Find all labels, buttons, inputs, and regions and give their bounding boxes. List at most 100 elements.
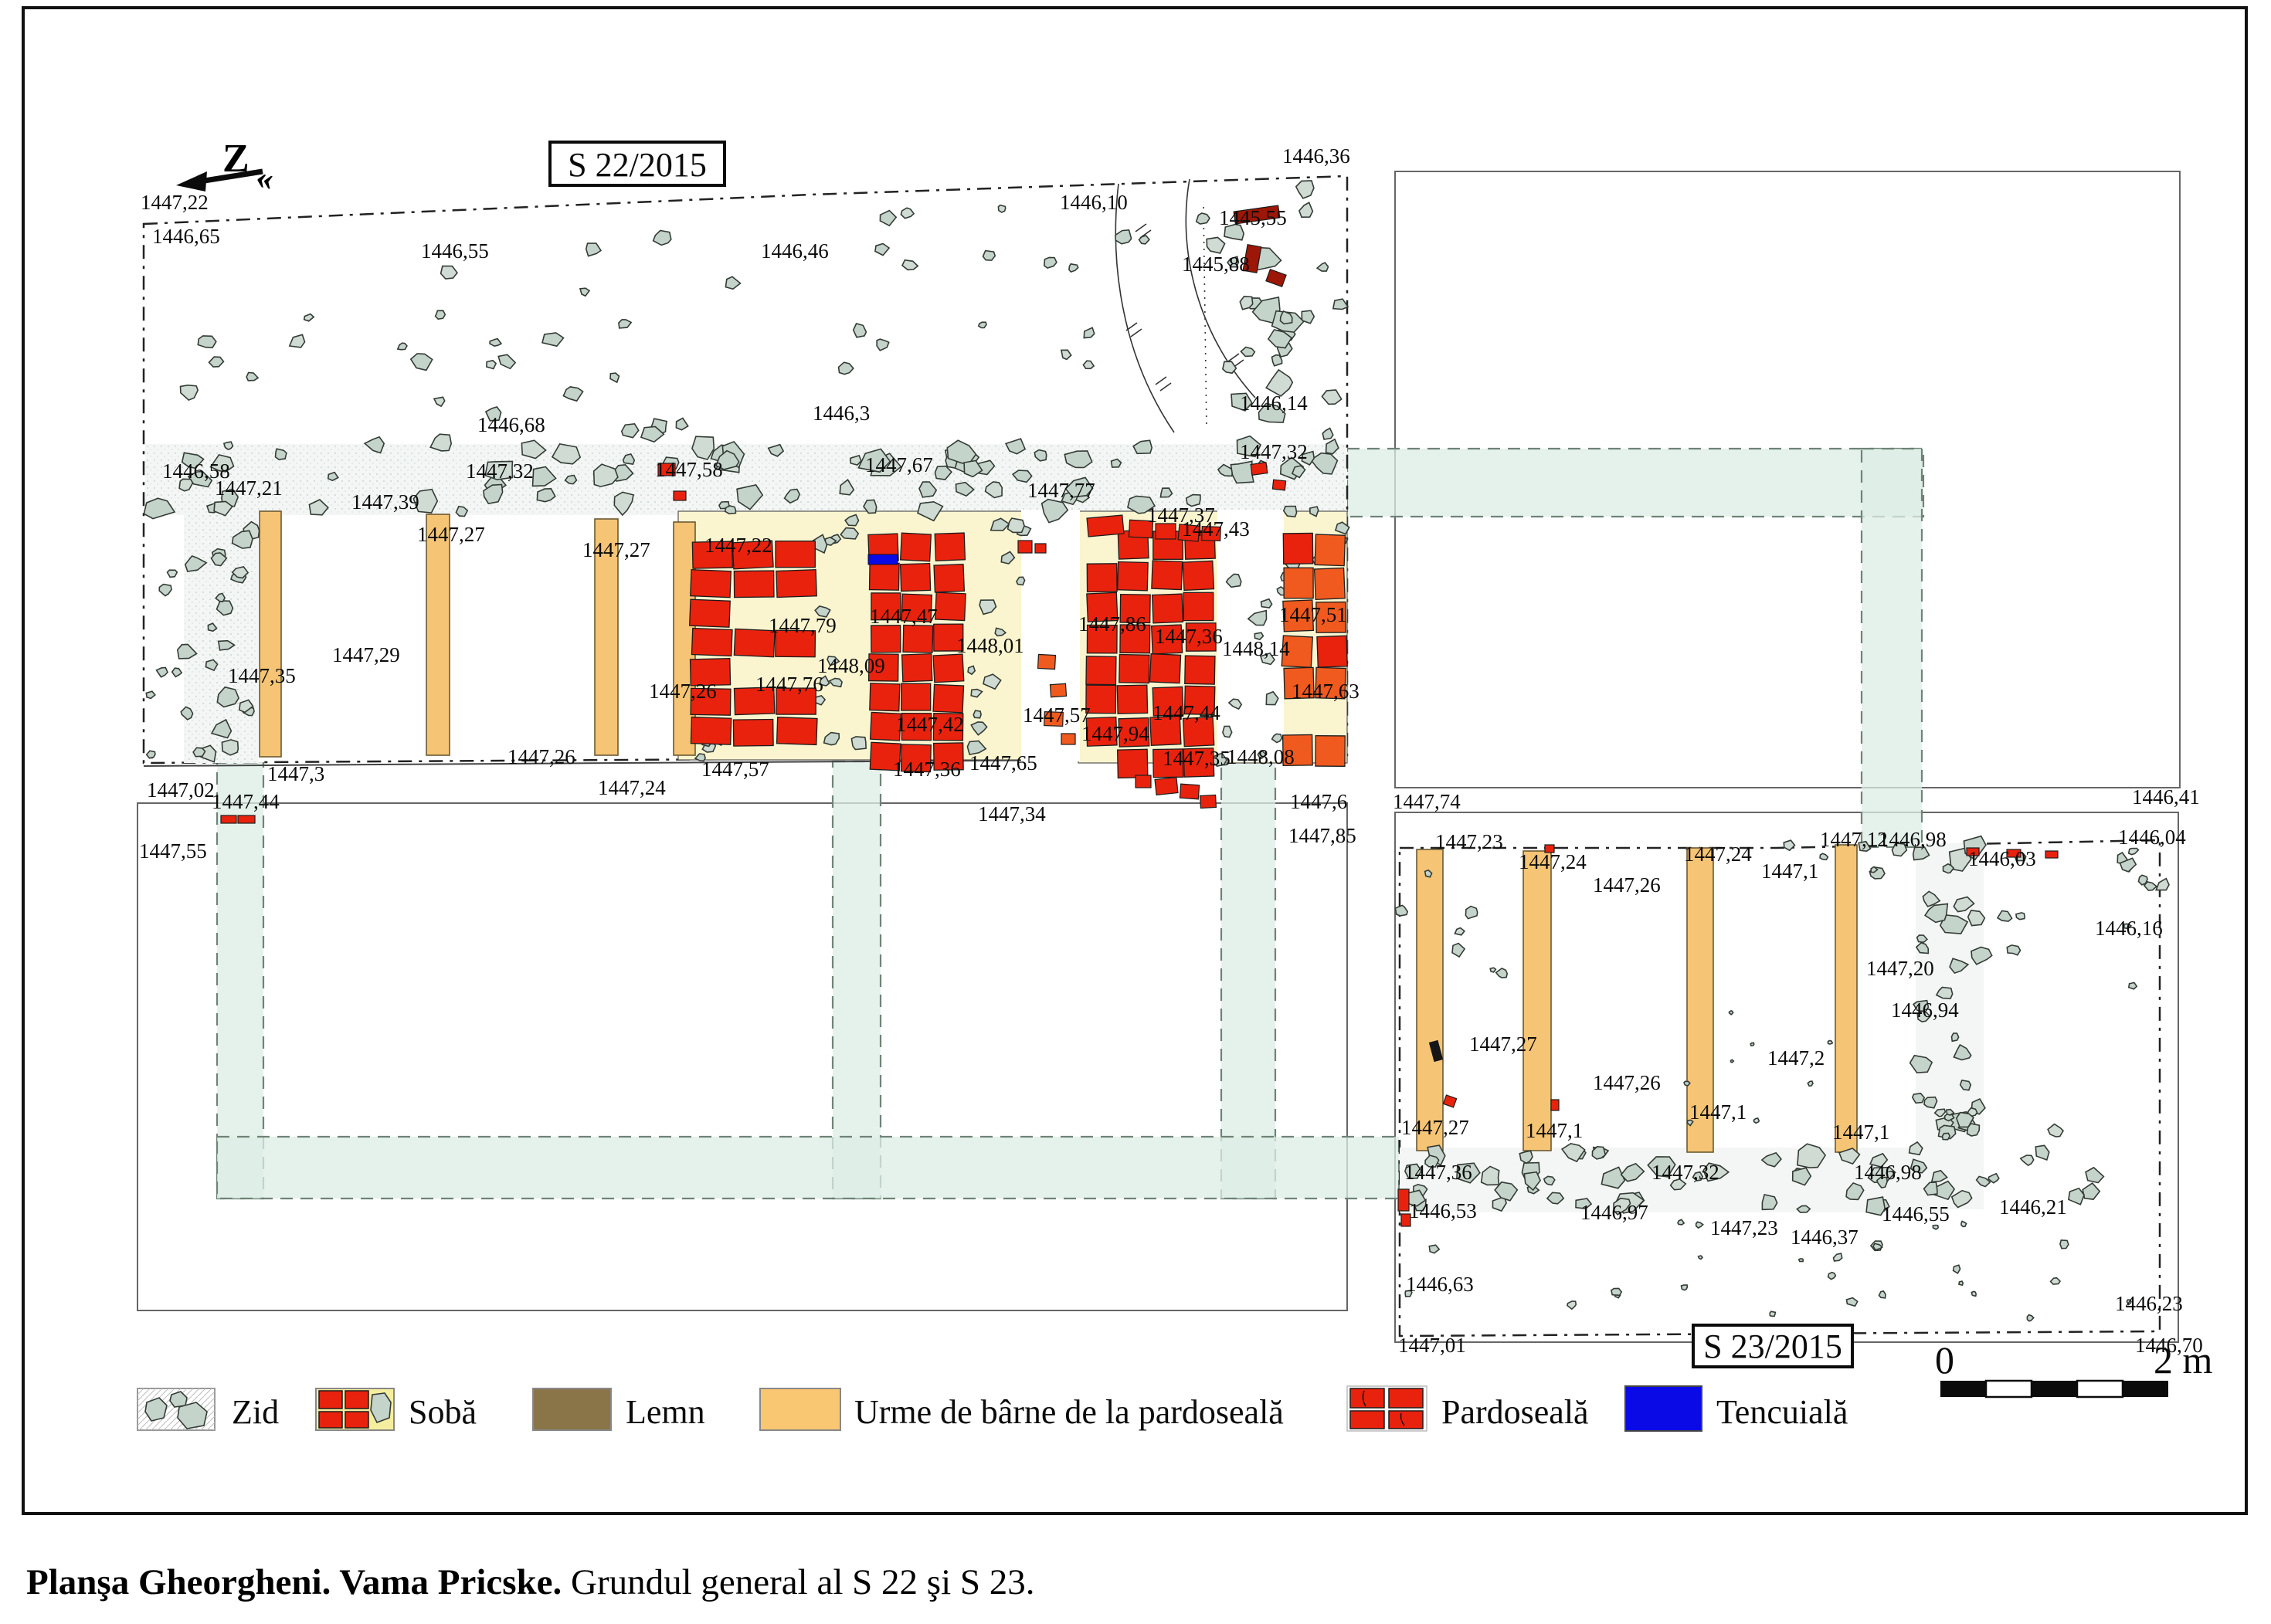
brick bbox=[690, 716, 732, 745]
caption-rest: Grundul general al S 22 şi S 23. bbox=[562, 1562, 1035, 1602]
brick bbox=[1116, 748, 1149, 779]
brick bbox=[902, 624, 934, 653]
stone bbox=[1845, 1297, 1859, 1307]
brick-fragment bbox=[1250, 461, 1268, 476]
elevation-label: 1447,23 bbox=[1710, 1216, 1778, 1239]
stone bbox=[1206, 236, 1226, 254]
stone bbox=[433, 396, 446, 408]
brick bbox=[901, 712, 932, 741]
stone bbox=[1560, 1143, 1586, 1163]
brick bbox=[1314, 534, 1346, 567]
stone bbox=[489, 337, 503, 348]
stone bbox=[1915, 941, 1930, 954]
brick-fragment bbox=[1086, 514, 1125, 537]
elevation-label: 1447,58 bbox=[655, 458, 723, 481]
elevation-label: 1447,39 bbox=[351, 490, 419, 514]
survey-unit-bottom-left bbox=[137, 802, 1348, 1311]
stone bbox=[1258, 402, 1286, 423]
stone bbox=[197, 335, 217, 349]
elevation-label: 1446,04 bbox=[2118, 826, 2186, 849]
elevation-label: 1445,55 bbox=[1219, 206, 1287, 229]
brick-fragment bbox=[1128, 519, 1154, 539]
stone bbox=[917, 500, 944, 522]
brick bbox=[1119, 653, 1150, 684]
brick bbox=[1152, 686, 1184, 717]
brick-fragment bbox=[1233, 205, 1281, 225]
elevation-label: 1448,14 bbox=[1222, 637, 1290, 660]
elevation-label: 1447,79 bbox=[769, 614, 837, 637]
stone bbox=[192, 747, 206, 758]
stone bbox=[1240, 346, 1256, 358]
elevation-label: 1447,22 bbox=[704, 534, 772, 557]
elevation-label: 1447,1 bbox=[1832, 1121, 1889, 1144]
brick bbox=[733, 570, 775, 598]
stone bbox=[179, 384, 199, 402]
stone bbox=[1967, 910, 1986, 927]
stone bbox=[1322, 427, 1334, 440]
brick bbox=[901, 653, 933, 683]
brick bbox=[1117, 561, 1149, 592]
stone bbox=[1222, 725, 1233, 738]
stone bbox=[1257, 751, 1267, 760]
stone bbox=[1282, 505, 1298, 518]
elevation-label: 1447,27 bbox=[417, 523, 485, 546]
scale-end-label: 2 m bbox=[2154, 1338, 2213, 1382]
brick bbox=[899, 562, 932, 592]
elevation-label: 1447,42 bbox=[896, 713, 964, 736]
brick-fragment bbox=[2045, 850, 2059, 859]
brick-fragment bbox=[1017, 540, 1033, 554]
stone bbox=[409, 353, 433, 371]
stone bbox=[1975, 1175, 1991, 1188]
elevation-label: 1447,3 bbox=[267, 762, 324, 785]
stone bbox=[724, 505, 737, 515]
elevation-label: 1447,36 bbox=[893, 758, 961, 781]
stone bbox=[1949, 958, 1970, 975]
stone bbox=[620, 422, 640, 439]
brick bbox=[1119, 593, 1151, 624]
stone bbox=[1301, 310, 1315, 324]
elevation-label: 1446,14 bbox=[1240, 392, 1308, 415]
stone bbox=[180, 706, 194, 720]
stone bbox=[1265, 690, 1279, 706]
stone bbox=[2127, 982, 2138, 990]
brick bbox=[732, 718, 774, 747]
stone bbox=[1912, 846, 1930, 861]
stone bbox=[1519, 1150, 1533, 1165]
stone bbox=[970, 688, 983, 698]
stone bbox=[767, 443, 785, 457]
stone bbox=[1702, 1162, 1730, 1182]
elevation-label: 1447,22 bbox=[141, 191, 209, 214]
stone bbox=[1480, 1165, 1500, 1186]
corridor-bottom-horizontal bbox=[216, 1135, 1400, 1200]
stone bbox=[1404, 1290, 1413, 1297]
brick bbox=[1184, 655, 1216, 685]
elevation-label: 1447,57 bbox=[1023, 704, 1091, 727]
stone bbox=[221, 739, 239, 756]
elevation-label: 1447,01 bbox=[1398, 1334, 1466, 1357]
brick bbox=[1151, 593, 1184, 624]
elevation-label: 1447,1 bbox=[1761, 859, 1818, 883]
stone bbox=[370, 1392, 392, 1424]
stone bbox=[541, 332, 565, 348]
stone bbox=[579, 287, 591, 297]
elevation-label: 1446,37 bbox=[1791, 1226, 1859, 1249]
legend-label-tencuiala: Tencuială bbox=[1716, 1393, 1848, 1431]
brick bbox=[1283, 567, 1314, 599]
stone bbox=[1567, 1300, 1577, 1310]
stone bbox=[966, 740, 987, 756]
stone bbox=[819, 675, 830, 687]
stone bbox=[1845, 1182, 1865, 1201]
brick-fragment bbox=[220, 815, 237, 824]
stone bbox=[2006, 944, 2021, 956]
elevation-label: 1446,16 bbox=[2095, 917, 2163, 940]
stone bbox=[852, 323, 867, 338]
stone bbox=[440, 265, 459, 280]
stone bbox=[176, 643, 198, 659]
stone bbox=[210, 552, 228, 567]
brick-fragment bbox=[1550, 1099, 1560, 1111]
stone bbox=[274, 448, 287, 460]
stone bbox=[1465, 905, 1478, 920]
stone bbox=[2035, 1144, 2050, 1161]
stone bbox=[1750, 1042, 1755, 1046]
elevation-label: 1447,26 bbox=[1593, 873, 1661, 897]
